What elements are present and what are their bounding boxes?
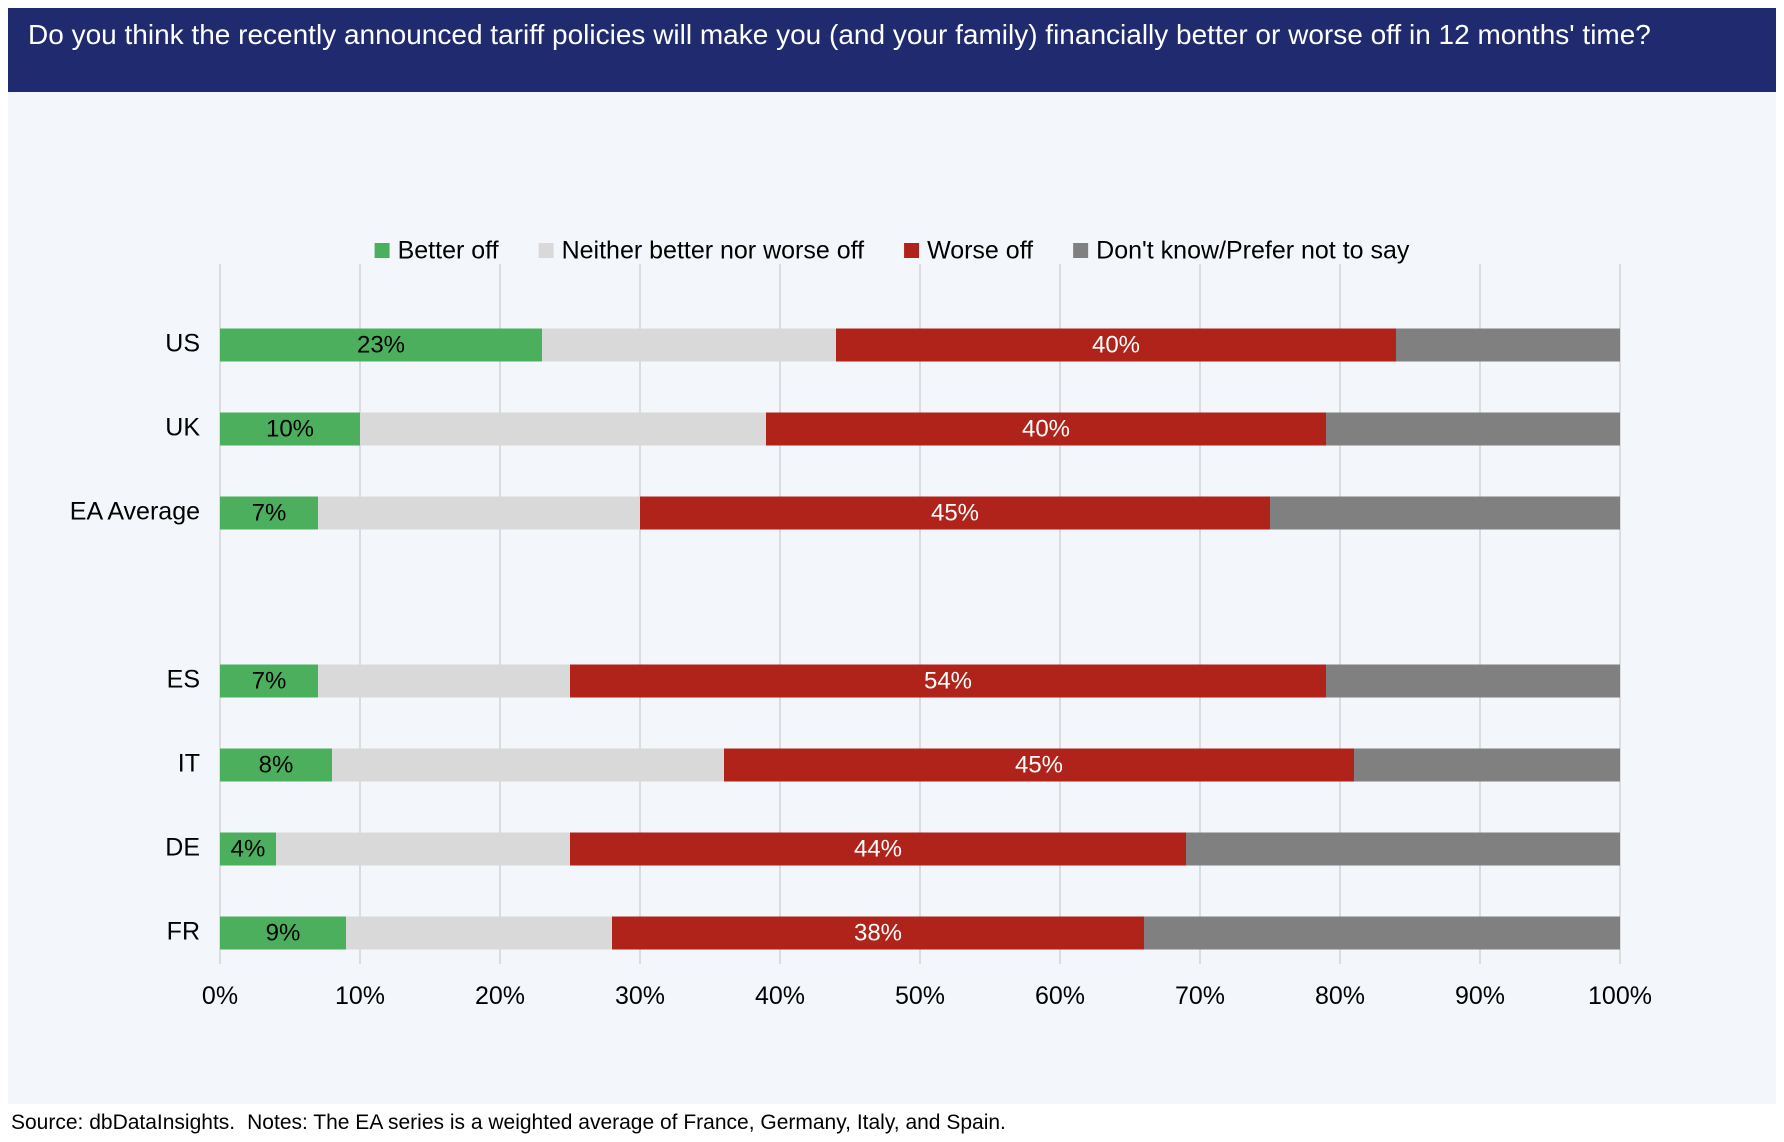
legend-swatch [538, 243, 554, 258]
bar-data-label: 44% [854, 835, 902, 862]
bar-segment [220, 496, 318, 530]
bar-data-label: 40% [1092, 331, 1140, 358]
chart-svg: 0% 10% 20% 30% 40% 50% 60% 70% 80% 90% 100% Better … [70, 237, 1652, 1010]
bar-segment [220, 664, 318, 698]
bar-segment [220, 328, 542, 362]
x-tick-label: 90% [1455, 982, 1505, 1010]
bar-segment [318, 664, 570, 698]
footer: Source: dbDataInsights. Notes: The EA ser… [11, 1110, 1006, 1136]
y-category-label: DE [165, 834, 200, 862]
bar-data-label: 45% [931, 499, 979, 526]
x-tick-label: 30% [615, 982, 665, 1010]
y-category-label: IT [178, 750, 200, 778]
bar-data-label: 45% [1015, 751, 1063, 778]
x-tick-label: 20% [475, 982, 525, 1010]
bar-segment [318, 496, 640, 530]
x-tick-label: 60% [1035, 982, 1085, 1010]
bar-segment [1186, 832, 1620, 866]
y-category-label: UK [165, 414, 200, 442]
y-category-label: EA Average [70, 498, 200, 526]
bar-segment [542, 328, 836, 362]
bar-segment [220, 412, 360, 446]
bar-data-label: 7% [252, 499, 287, 526]
x-tick-label: 50% [895, 982, 945, 1010]
legend-swatch [904, 243, 920, 258]
legend-swatch [374, 243, 390, 258]
x-tick-label: 10% [335, 982, 385, 1010]
bar-segment [1354, 748, 1620, 782]
bar-segment [332, 748, 724, 782]
x-tick-label: 0% [202, 982, 238, 1010]
bar-segment [1326, 412, 1620, 446]
x-tick-label: 70% [1175, 982, 1225, 1010]
bar-data-label: 4% [231, 835, 266, 862]
source-text: Source: dbDataInsights. [11, 1111, 236, 1134]
bar-segment [346, 916, 612, 950]
bar-segment [612, 916, 1144, 950]
bar-segment [1326, 664, 1620, 698]
chart-title-bar: Do you think the recently announced tari… [8, 8, 1776, 92]
bar-segment [570, 664, 1326, 698]
bar-data-label: 10% [266, 415, 314, 442]
bar-segment [220, 832, 276, 866]
bar-segment [724, 748, 1354, 782]
x-tick-label: 40% [755, 982, 805, 1010]
bar-segment [220, 916, 346, 950]
bar-segment [360, 412, 766, 446]
notes-text: Notes: The EA series is a weighted avera… [247, 1111, 1006, 1134]
chart-title: Do you think the recently announced tari… [28, 19, 1651, 50]
bar-segment [640, 496, 1270, 530]
legend-label: Better off [398, 237, 499, 265]
bar-segment [1396, 328, 1620, 362]
bar-data-label: 8% [259, 751, 294, 778]
bar-segment [766, 412, 1326, 446]
bar-segment [220, 748, 332, 782]
bar-data-label: 54% [924, 667, 972, 694]
legend-label: Neither better nor worse off [562, 237, 865, 265]
x-tick-label: 100% [1588, 982, 1652, 1010]
bar-segment [1144, 916, 1620, 950]
y-category-label: ES [167, 666, 200, 694]
chart-panel: 0% 10% 20% 30% 40% 50% 60% 70% 80% 90% 100% Better … [8, 92, 1776, 1104]
legend-label: Worse off [927, 237, 1033, 265]
bar-data-label: 9% [266, 919, 301, 946]
bar-data-label: 40% [1022, 415, 1070, 442]
bar-data-label: 38% [854, 919, 902, 946]
x-tick-label: 80% [1315, 982, 1365, 1010]
legend-label: Don't know/Prefer not to say [1096, 237, 1410, 265]
bar-segment [276, 832, 570, 866]
bar-segment [836, 328, 1396, 362]
bar-segment [570, 832, 1186, 866]
bar-data-label: 23% [357, 331, 405, 358]
y-category-label: US [165, 330, 200, 358]
y-category-label: FR [167, 918, 200, 946]
bar-data-label: 7% [252, 667, 287, 694]
legend-swatch [1073, 243, 1089, 258]
bar-segment [1270, 496, 1620, 530]
